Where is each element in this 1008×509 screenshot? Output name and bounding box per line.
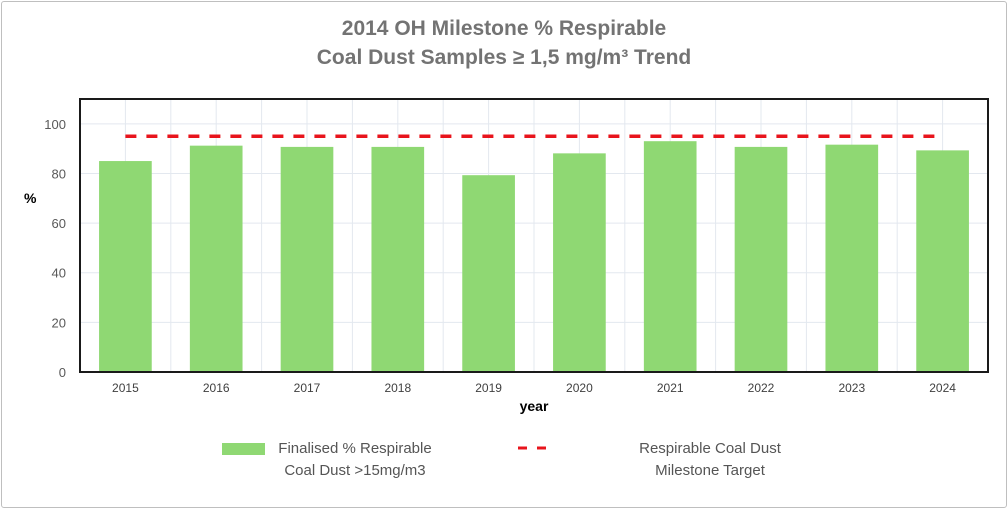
bar-2016: [189, 145, 243, 372]
bar-2024: [916, 150, 969, 372]
bar-2022: [734, 146, 788, 372]
y-tick-label: 60: [52, 216, 66, 231]
y-tick-label: 40: [52, 266, 66, 281]
x-tick-label: 2019: [475, 381, 502, 395]
title-line-1: 2014 OH Milestone % Respirable: [341, 17, 667, 40]
y-axis-label: %: [24, 190, 37, 206]
x-tick-label: 2015: [112, 381, 139, 395]
x-tick-label: 2017: [294, 381, 321, 395]
bar-2019: [462, 175, 515, 372]
x-tick-label: 2023: [838, 381, 865, 395]
x-tick-label: 2018: [384, 381, 411, 395]
y-tick-label: 100: [44, 117, 66, 132]
legend-bars-line2: Coal Dust >15mg/m3: [284, 462, 426, 479]
bar-2018: [371, 146, 425, 372]
x-tick-label: 2024: [929, 381, 956, 395]
legend-swatch-bars: [222, 443, 265, 455]
bar-2021: [643, 141, 697, 372]
legend-line-line2: Milestone Target: [655, 462, 765, 479]
x-tick-label: 2021: [657, 381, 684, 395]
plot-area-border: [79, 98, 989, 373]
y-tick-label: 0: [59, 365, 66, 380]
legend-label-line: Respirable Coal Dust Milestone Target: [600, 438, 820, 482]
legend-swatch-line: [518, 446, 546, 450]
y-tick-label: 20: [52, 315, 66, 330]
legend-label-bars: Finalised % Respirable Coal Dust >15mg/m…: [255, 438, 455, 482]
legend-bars-line1: Finalised % Respirable: [278, 440, 432, 457]
x-tick-label: 2016: [203, 381, 230, 395]
x-tick-label: 2020: [566, 381, 593, 395]
bar-2020: [553, 153, 606, 372]
bar-2023: [825, 144, 879, 372]
legend-line-line1: Respirable Coal Dust: [639, 440, 781, 457]
y-tick-label: 80: [52, 166, 66, 181]
x-axis-label: year: [519, 398, 549, 414]
bar-2015: [99, 161, 152, 372]
x-tick-label: 2022: [748, 381, 775, 395]
title-line-2: Coal Dust Samples ≥ 1,5 mg/m³ Trend: [316, 46, 692, 69]
chart-title: 2014 OH Milestone % Respirable Coal Dust…: [0, 14, 1008, 72]
bar-2017: [280, 146, 334, 372]
